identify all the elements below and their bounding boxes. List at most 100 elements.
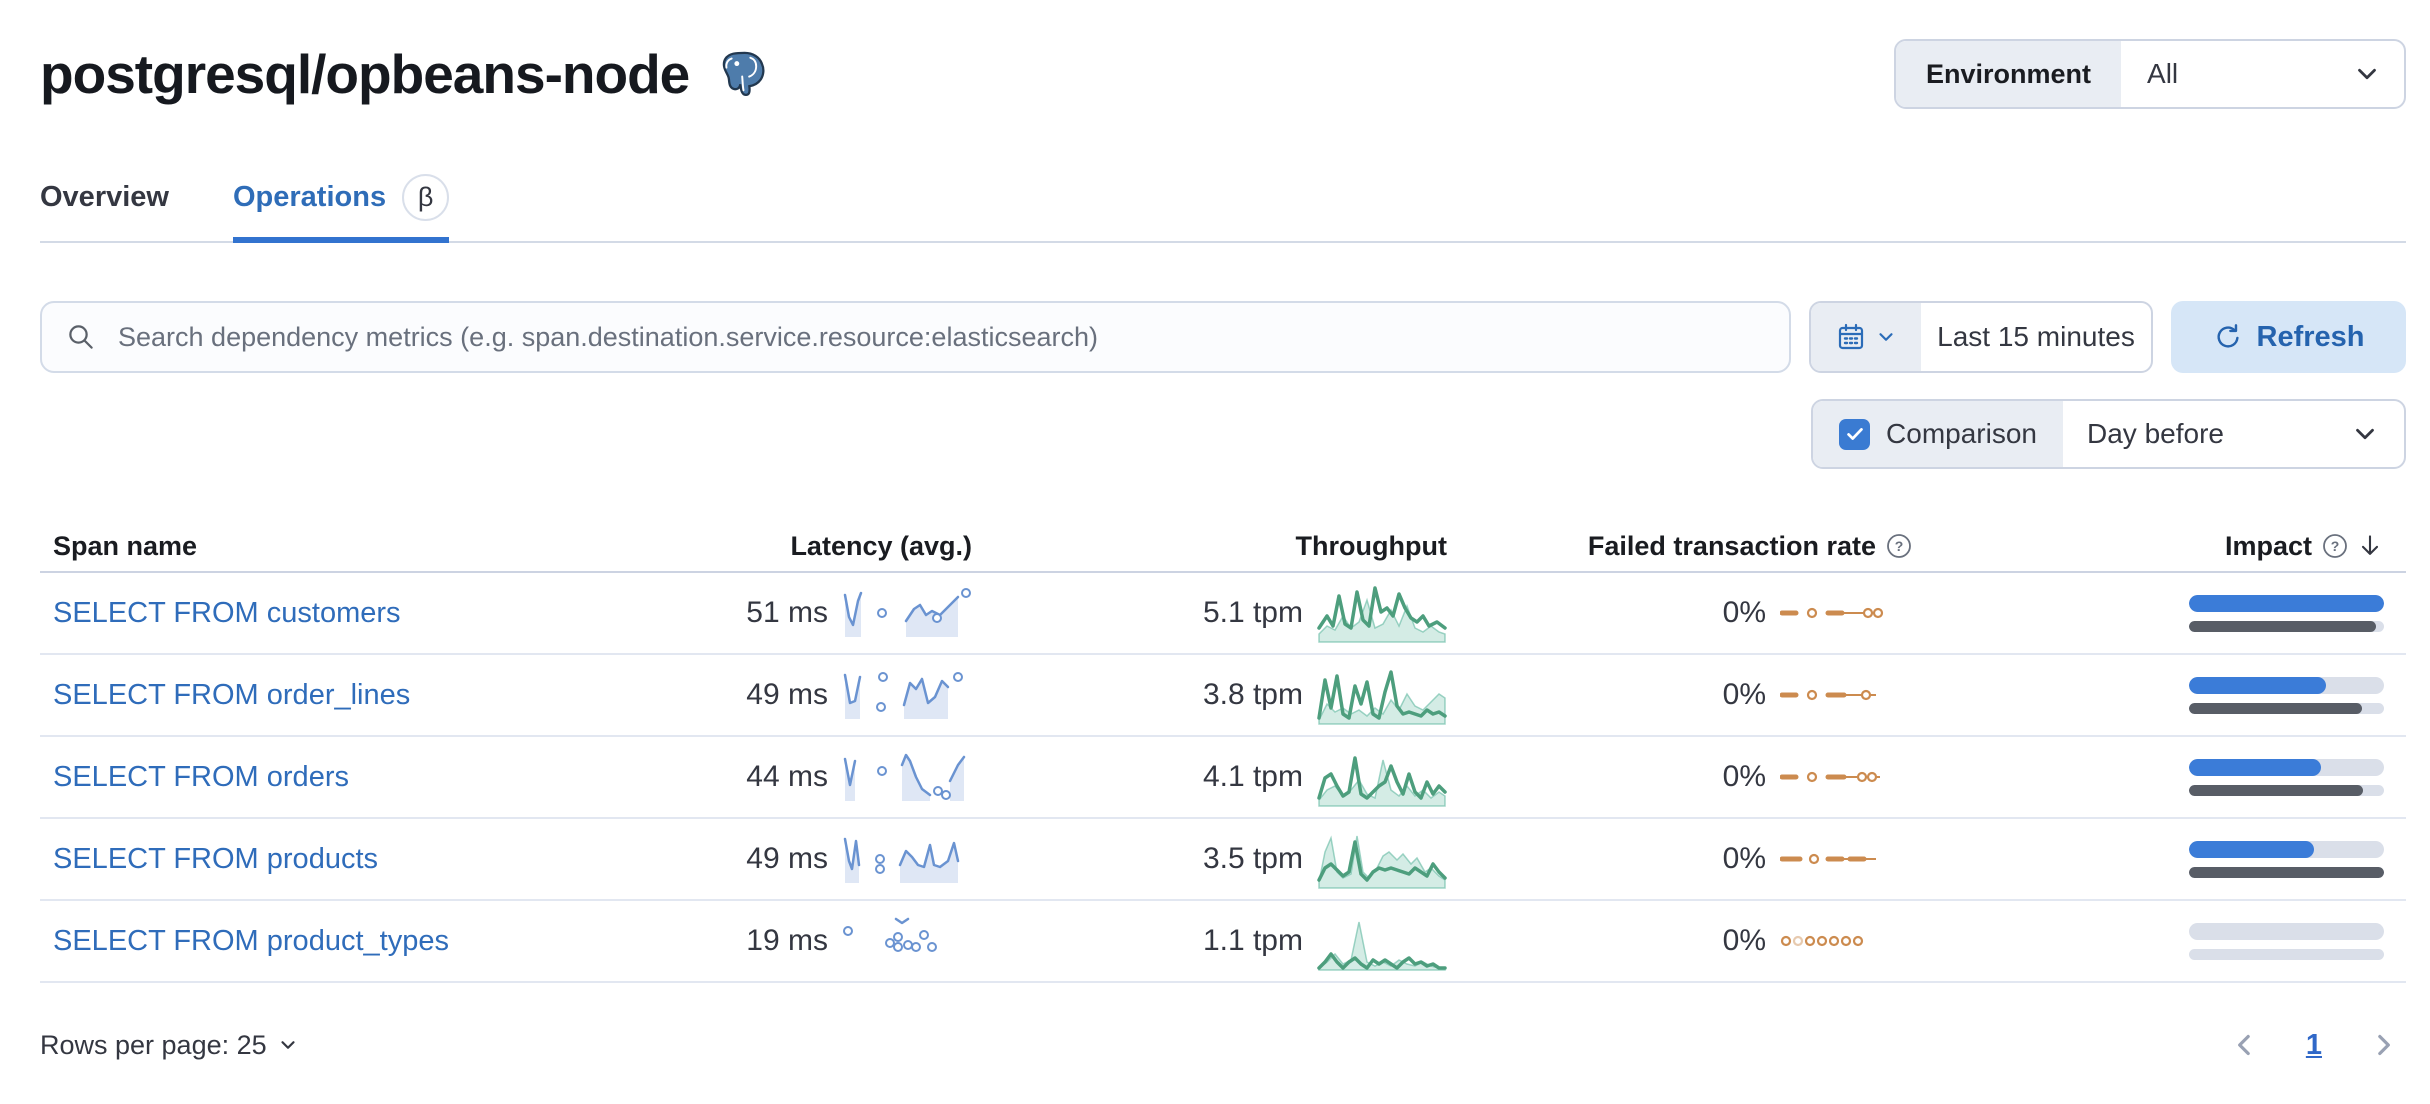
time-range-button[interactable]: Last 15 minutes <box>1937 321 2135 352</box>
latency-value: 51 ms <box>746 596 828 629</box>
failed-rate-value: 0% <box>1722 924 1766 957</box>
toolbar: Last 15 minutes Refresh <box>40 301 2406 373</box>
environment-select[interactable]: Environment All <box>1894 39 2406 109</box>
header-span-name: Span name <box>53 530 198 561</box>
throughput-value: 3.8 tpm <box>1202 678 1303 711</box>
tab-operations-label: Operations <box>232 181 387 213</box>
header-throughput[interactable]: Throughput <box>1295 530 1447 561</box>
comparison-label: Comparison <box>1886 418 2037 449</box>
header-failed-rate[interactable]: Failed transaction rate ? <box>1462 531 1932 562</box>
rows-per-page-label: Rows per page: 25 <box>40 1029 267 1060</box>
next-page-button[interactable] <box>2360 1022 2406 1068</box>
throughput-sparkline <box>1317 835 1447 889</box>
page-title: postgresql/opbeans-node <box>40 43 690 105</box>
page-number[interactable]: 1 <box>2305 1028 2322 1061</box>
chevron-left-icon <box>2237 1034 2250 1056</box>
impact-bar-previous <box>2189 620 2377 632</box>
table-row: SELECT FROM products 49 ms 3.5 tpm 0% <box>40 819 2406 901</box>
date-picker: Last 15 minutes <box>1809 301 2153 373</box>
failed-rate-sparkline <box>1780 771 1880 783</box>
table-row: SELECT FROM orders 44 ms 4.1 tpm 0% <box>40 737 2406 819</box>
search-box <box>40 301 1791 373</box>
page-header: postgresql/opbeans-node Environment All <box>40 34 2406 114</box>
throughput-value: 1.1 tpm <box>1202 924 1303 957</box>
svg-text:?: ? <box>1895 538 1904 554</box>
failed-rate-sparkline <box>1780 853 1876 865</box>
span-name-link[interactable]: SELECT FROM products <box>53 842 379 875</box>
failed-rate-sparkline <box>1780 935 1864 947</box>
refresh-label: Refresh <box>2256 320 2365 353</box>
postgresql-icon <box>717 48 769 100</box>
header-latency[interactable]: Latency (avg.) <box>790 530 972 561</box>
question-in-circle-icon: ? <box>2323 534 2347 558</box>
latency-sparkline <box>843 588 971 637</box>
failed-rate-sparkline <box>1780 689 1876 701</box>
rows-per-page-button[interactable]: Rows per page: 25 <box>40 1030 299 1061</box>
impact-bar-current <box>2189 840 2314 858</box>
table-row: SELECT FROM customers 51 ms 5.1 tpm 0% <box>40 573 2406 655</box>
latency-sparkline <box>843 672 963 719</box>
throughput-value: 4.1 tpm <box>1202 760 1303 793</box>
comparison-value: Day before <box>2087 418 2224 449</box>
svg-text:?: ? <box>2331 538 2340 554</box>
operations-table-body: SELECT FROM customers 51 ms 5.1 tpm 0% <box>40 573 2406 983</box>
comparison-toolbar: Comparison Day before <box>40 399 2406 469</box>
latency-value: 49 ms <box>746 842 828 875</box>
comparison-checkbox[interactable] <box>1839 418 1871 450</box>
apm-dependency-operations-page: postgresql/opbeans-node Environment All … <box>0 34 2430 1104</box>
header-impact[interactable]: Impact ? <box>1932 531 2406 562</box>
impact-bar-current <box>2189 594 2384 612</box>
failed-rate-sparkline <box>1780 607 1884 619</box>
calendar-icon <box>1838 323 1864 350</box>
previous-page-button[interactable] <box>2222 1022 2268 1068</box>
chevron-right-icon <box>2378 1034 2390 1056</box>
table-row: SELECT FROM order_lines 49 ms 3.8 tpm 0% <box>40 655 2406 737</box>
latency-sparkline <box>843 753 966 801</box>
tab-overview[interactable]: Overview <box>40 174 169 241</box>
failed-rate-value: 0% <box>1722 596 1766 629</box>
comparison-checkbox-group: Comparison <box>1813 401 2063 467</box>
tab-overview-label: Overview <box>40 181 169 213</box>
table-header-row: Span name Latency (avg.) Throughput Fail… <box>40 521 2406 573</box>
chevron-down-icon <box>2356 428 2374 440</box>
impact-bars <box>2189 922 2384 960</box>
environment-value: All <box>2147 58 2179 89</box>
throughput-sparkline <box>1317 586 1447 643</box>
environment-label: Environment <box>1896 41 2122 107</box>
comparison-select[interactable]: Day before <box>2063 401 2404 467</box>
span-name-link[interactable]: SELECT FROM customers <box>53 596 401 629</box>
pagination: 1 <box>2222 1022 2406 1068</box>
date-quick-select-button[interactable] <box>1811 303 1921 371</box>
failed-rate-value: 0% <box>1722 842 1766 875</box>
tab-operations[interactable]: Operations β <box>232 174 450 243</box>
table-footer: Rows per page: 25 1 <box>40 1013 2406 1077</box>
latency-sparkline <box>843 837 960 883</box>
question-in-circle-icon: ? <box>1887 534 1911 558</box>
beta-badge: β <box>402 174 450 221</box>
table-row: SELECT FROM product_types 19 ms 1.1 tpm … <box>40 901 2406 983</box>
operations-table: Span name Latency (avg.) Throughput Fail… <box>40 521 2406 983</box>
search-input[interactable] <box>40 301 1791 373</box>
impact-bar-previous <box>2189 702 2362 714</box>
span-name-link[interactable]: SELECT FROM orders <box>53 760 349 793</box>
tabs: Overview Operations β <box>40 174 2406 243</box>
impact-bar-previous <box>2189 784 2363 796</box>
search-icon <box>69 325 93 349</box>
latency-sparkline <box>843 917 937 952</box>
throughput-value: 3.5 tpm <box>1202 842 1303 875</box>
latency-value: 44 ms <box>746 760 828 793</box>
impact-bar-current <box>2189 758 2321 776</box>
check-icon <box>1846 428 1863 440</box>
impact-bars <box>2189 840 2384 878</box>
span-name-link[interactable]: SELECT FROM order_lines <box>53 678 411 711</box>
chevron-down-icon <box>281 1041 295 1049</box>
failed-rate-value: 0% <box>1722 760 1766 793</box>
impact-bars <box>2189 594 2384 632</box>
span-name-link[interactable]: SELECT FROM product_types <box>53 924 449 957</box>
chevron-down-icon <box>1879 333 1893 341</box>
failed-rate-value: 0% <box>1722 678 1766 711</box>
impact-bar-previous <box>2189 866 2384 878</box>
chevron-down-icon <box>2352 41 2404 107</box>
refresh-button[interactable]: Refresh <box>2171 301 2406 373</box>
latency-value: 19 ms <box>746 924 828 957</box>
